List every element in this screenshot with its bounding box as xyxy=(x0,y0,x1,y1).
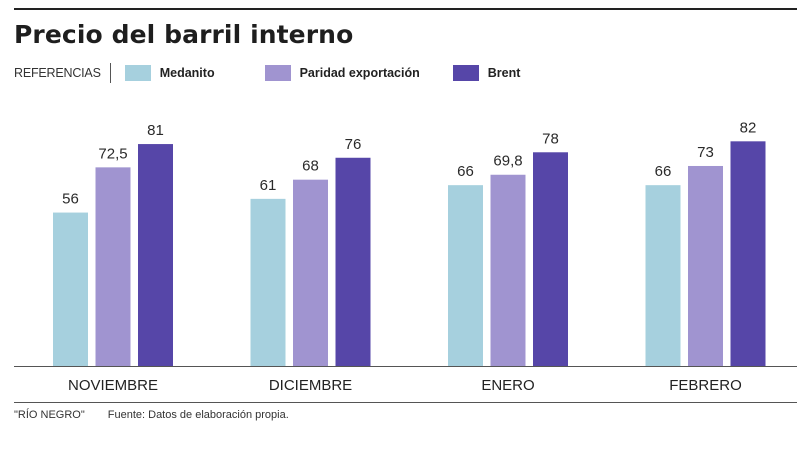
x-axis-line xyxy=(14,366,797,367)
category-label-diciembre: DICIEMBRE xyxy=(269,377,352,394)
legend-swatch-medanito xyxy=(124,65,151,81)
data-label-paridad-exportacion-febrero: 73 xyxy=(697,144,714,161)
bar-paridad-exportacion-enero xyxy=(490,174,526,366)
bar-medanito-febrero xyxy=(645,185,681,366)
legend-item-paridad: Paridad exportación xyxy=(264,65,420,81)
legend-swatch-paridad xyxy=(264,65,291,81)
bar-medanito-enero xyxy=(448,185,483,366)
legend-item-medanito: Medanito xyxy=(124,65,215,81)
data-label-paridad-exportacion-diciembre: 68 xyxy=(302,158,319,175)
category-label-febrero: FEBRERO xyxy=(669,377,742,394)
top-rule xyxy=(14,8,797,10)
bar-brent-diciembre xyxy=(335,157,371,366)
category-label-enero: ENERO xyxy=(481,377,534,394)
data-label-brent-enero: 78 xyxy=(542,130,559,147)
legend-separator xyxy=(109,63,111,83)
data-label-paridad-exportacion-noviembre: 72,5 xyxy=(98,145,127,162)
bottom-rule xyxy=(14,402,797,403)
footer-credit: "RÍO NEGRO" xyxy=(14,409,85,421)
bar-brent-febrero xyxy=(730,141,766,366)
footer: "RÍO NEGRO" Fuente: Datos de elaboración… xyxy=(14,409,289,421)
category-label-noviembre: NOVIEMBRE xyxy=(68,377,158,394)
data-label-medanito-diciembre: 61 xyxy=(260,177,277,194)
bar-brent-noviembre xyxy=(138,144,173,366)
chart-title: Precio del barril interno xyxy=(14,20,354,49)
data-label-medanito-febrero: 66 xyxy=(655,163,672,180)
bar-paridad-exportacion-noviembre xyxy=(95,167,131,366)
bar-medanito-diciembre xyxy=(250,198,286,366)
legend-heading: REFERENCIAS xyxy=(14,66,101,80)
data-label-brent-diciembre: 76 xyxy=(345,136,362,153)
bar-paridad-exportacion-febrero xyxy=(688,165,723,366)
legend-item-brent: Brent xyxy=(452,65,521,81)
data-label-medanito-noviembre: 56 xyxy=(62,191,79,208)
data-label-paridad-exportacion-enero: 69,8 xyxy=(493,153,522,170)
legend-swatch-brent xyxy=(452,65,479,81)
legend-label-brent: Brent xyxy=(487,66,521,80)
data-label-brent-noviembre: 81 xyxy=(147,122,164,139)
footer-source: Fuente: Datos de elaboración propia. xyxy=(107,409,289,421)
bar-brent-enero xyxy=(533,152,568,366)
bar-medanito-noviembre xyxy=(53,212,88,366)
legend: REFERENCIAS Medanito Paridad exportación… xyxy=(14,63,520,83)
legend-label-paridad: Paridad exportación xyxy=(299,66,420,80)
data-label-medanito-enero: 66 xyxy=(457,163,474,180)
data-label-brent-febrero: 82 xyxy=(740,119,757,136)
legend-label-medanito: Medanito xyxy=(159,66,215,80)
bar-paridad-exportacion-diciembre xyxy=(293,179,328,366)
